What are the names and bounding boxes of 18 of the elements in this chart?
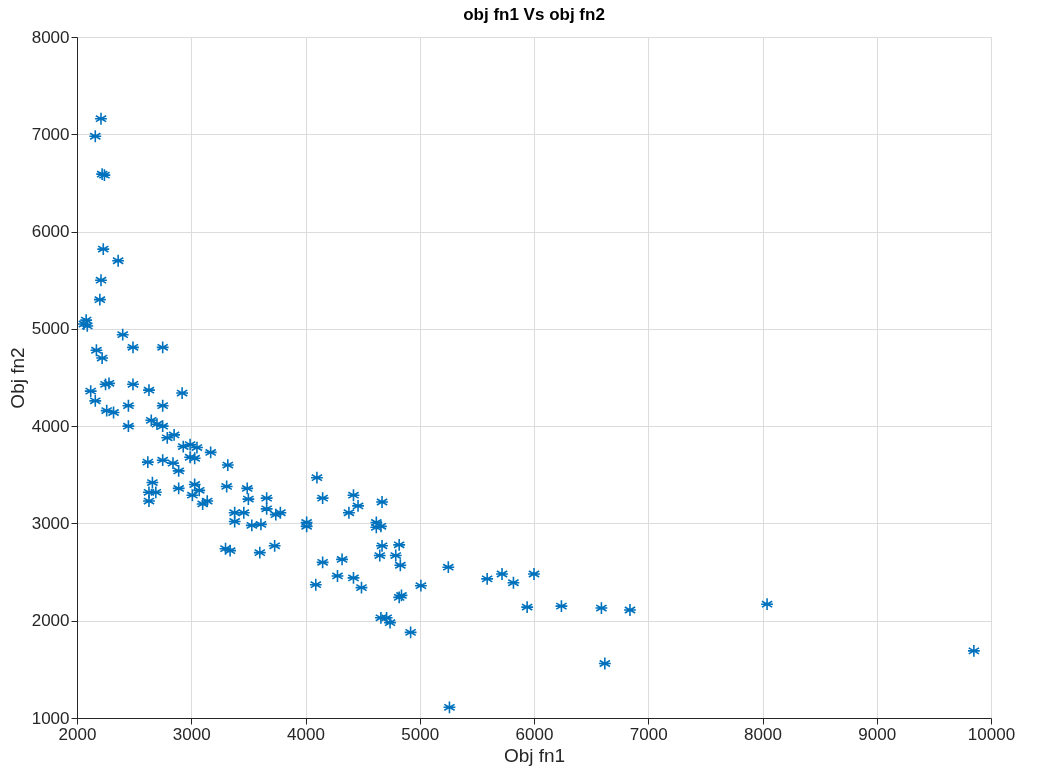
x-tick-label: 5000 — [401, 724, 440, 744]
x-tick-label: 7000 — [629, 724, 668, 744]
x-tick-label: 6000 — [515, 724, 554, 744]
y-tick-label: 7000 — [31, 124, 70, 144]
x-tick-label: 10000 — [967, 724, 1016, 744]
y-tick-label: 8000 — [31, 27, 70, 47]
y-tick-label: 6000 — [31, 222, 70, 242]
x-tick-label: 9000 — [858, 724, 897, 744]
x-tick-label: 8000 — [744, 724, 782, 744]
x-tick-label: 4000 — [287, 724, 325, 744]
y-tick-label: 3000 — [31, 513, 70, 533]
chart-title: obj fn1 Vs obj fn2 — [463, 5, 605, 24]
y-tick-label: 4000 — [31, 416, 70, 436]
x-axis-title: Obj fn1 — [503, 744, 566, 766]
x-tick-label: 3000 — [172, 724, 211, 744]
y-tick-label: 5000 — [31, 319, 70, 339]
y-axis-title: Obj fn2 — [6, 347, 28, 409]
y-tick-label: 2000 — [31, 611, 70, 631]
